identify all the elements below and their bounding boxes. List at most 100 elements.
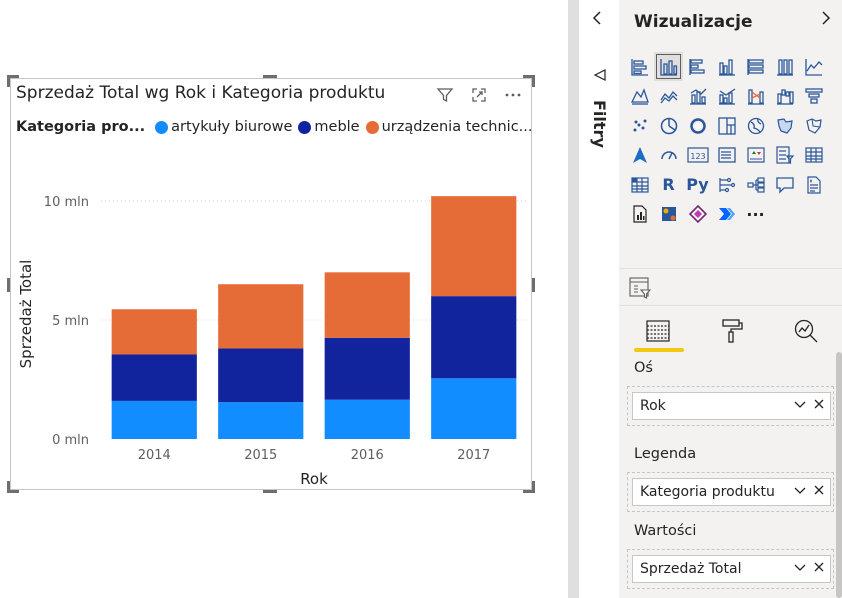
focus-mode-icon[interactable] — [469, 85, 489, 105]
map-icon[interactable] — [741, 111, 770, 140]
line-and-stacked-column-icon[interactable] — [683, 82, 712, 111]
donut-chart-icon[interactable] — [683, 111, 712, 140]
values-well[interactable]: Sprzedaż Total — [627, 549, 834, 589]
stacked-bar-chart-icon[interactable] — [625, 52, 654, 81]
legend-marker — [298, 120, 312, 134]
bar-segment[interactable] — [218, 284, 304, 349]
close-icon[interactable] — [813, 398, 825, 414]
paginated-report-icon[interactable] — [625, 200, 654, 229]
gauge-icon[interactable] — [654, 141, 683, 170]
100-stacked-bar-chart-icon[interactable] — [741, 52, 770, 81]
bar-segment[interactable] — [431, 378, 517, 439]
chevron-down-icon[interactable] — [793, 483, 807, 501]
resize-handle[interactable] — [7, 75, 10, 87]
filters-pane-collapsed[interactable]: Filtry — [578, 0, 618, 598]
stacked-column-visual[interactable]: Sprzedaż Total wg Rok i Kategoria produk… — [10, 78, 533, 490]
more-options-icon[interactable] — [503, 85, 523, 105]
bar-segment[interactable] — [324, 399, 410, 439]
r-visual-icon[interactable]: R — [654, 170, 683, 199]
analytics-tab-icon[interactable] — [781, 313, 831, 349]
legend-item-artykuly-biurowe[interactable]: artykuły biurowe — [155, 119, 292, 135]
close-icon[interactable] — [813, 561, 825, 577]
bar-segment[interactable] — [431, 296, 517, 379]
scatter-chart-icon[interactable] — [625, 111, 654, 140]
azure-map-icon[interactable] — [625, 141, 654, 170]
matrix-icon[interactable] — [625, 170, 654, 199]
pane-scrollbar[interactable] — [836, 352, 842, 598]
stacked-area-chart-icon[interactable] — [654, 82, 683, 111]
build-visual-icon[interactable] — [627, 275, 653, 301]
bar-segment[interactable] — [111, 400, 197, 439]
resize-handle[interactable] — [523, 490, 535, 493]
resize-handle[interactable] — [7, 75, 19, 78]
card-icon[interactable]: 123 — [683, 141, 712, 170]
bar-segment[interactable] — [324, 272, 410, 338]
key-influencers-icon[interactable] — [712, 170, 741, 199]
fields-tab-icon[interactable] — [633, 313, 683, 349]
table-icon[interactable] — [799, 141, 828, 170]
resize-handle[interactable] — [532, 481, 535, 493]
resize-handle[interactable] — [7, 278, 10, 292]
legend-field-pill[interactable]: Kategoria produktu — [632, 478, 831, 506]
pie-chart-icon[interactable] — [654, 111, 683, 140]
line-and-clustered-column-icon[interactable] — [712, 82, 741, 111]
legend-item-urzadzenia[interactable]: urządzenia technic... — [365, 119, 533, 135]
stacked-column-chart-icon[interactable] — [654, 52, 683, 81]
resize-handle[interactable] — [523, 75, 535, 78]
bar-segment[interactable] — [324, 337, 410, 400]
chevron-down-icon[interactable] — [793, 560, 807, 578]
axis-well[interactable]: Rok — [627, 386, 834, 426]
multi-row-card-icon[interactable] — [712, 141, 741, 170]
power-apps-icon[interactable] — [683, 200, 712, 229]
legend-marker — [365, 120, 379, 134]
clustered-column-chart-icon[interactable] — [712, 52, 741, 81]
expand-filters-icon[interactable] — [591, 10, 603, 30]
filled-map-icon[interactable] — [770, 111, 799, 140]
clustered-bar-chart-icon[interactable] — [683, 52, 712, 81]
resize-handle[interactable] — [7, 481, 10, 493]
python-visual-icon[interactable]: Py — [683, 170, 712, 199]
close-icon[interactable] — [813, 484, 825, 500]
area-chart-icon[interactable] — [625, 82, 654, 111]
chevron-down-icon[interactable] — [793, 397, 807, 415]
slicer-icon[interactable] — [770, 141, 799, 170]
bar-segment[interactable] — [218, 402, 304, 439]
resize-handle[interactable] — [263, 75, 277, 78]
smart-narrative-icon[interactable] — [799, 170, 828, 199]
axis-field-pill[interactable]: Rok — [632, 392, 831, 420]
resize-handle[interactable] — [263, 490, 277, 493]
legend-item-meble[interactable]: meble — [298, 119, 360, 135]
resize-handle[interactable] — [532, 278, 535, 292]
divider — [619, 268, 842, 269]
r-text: R — [662, 175, 675, 194]
decomposition-tree-icon[interactable] — [741, 170, 770, 199]
canvas-scrollbar[interactable] — [568, 0, 578, 598]
ribbon-chart-icon[interactable] — [741, 82, 770, 111]
more-visuals-icon[interactable]: ··· — [741, 200, 770, 229]
legend-title: Kategoria pro... — [16, 119, 146, 135]
bar-segment[interactable] — [431, 196, 517, 297]
power-automate-icon[interactable] — [712, 200, 741, 229]
qa-icon[interactable] — [770, 170, 799, 199]
treemap-icon[interactable] — [712, 111, 741, 140]
kpi-icon[interactable] — [741, 141, 770, 170]
chart-plot-area: 0 mln 5 mln 10 mln 2014 2015 2016 2017 Rok Sprze… — [17, 195, 527, 488]
waterfall-chart-icon[interactable] — [770, 82, 799, 111]
bar-segment[interactable] — [218, 348, 304, 403]
values-field-pill[interactable]: Sprzedaż Total — [632, 555, 831, 583]
arcgis-map-icon[interactable] — [654, 200, 683, 229]
funnel-chart-icon[interactable] — [799, 82, 828, 111]
100-stacked-column-chart-icon[interactable] — [770, 52, 799, 81]
line-chart-icon[interactable] — [799, 52, 828, 81]
shape-map-icon[interactable] — [799, 111, 828, 140]
bar-segment[interactable] — [111, 309, 197, 355]
legend-well[interactable]: Kategoria produktu — [627, 472, 834, 512]
x-tick-label: 2014 — [138, 448, 171, 463]
x-tick-label: 2016 — [351, 448, 384, 463]
bar-segment[interactable] — [111, 354, 197, 401]
filter-icon[interactable] — [435, 85, 455, 105]
resize-handle[interactable] — [532, 75, 535, 87]
format-tab-icon[interactable] — [707, 313, 757, 349]
resize-handle[interactable] — [7, 490, 19, 493]
collapse-visualizations-icon[interactable] — [820, 10, 832, 30]
